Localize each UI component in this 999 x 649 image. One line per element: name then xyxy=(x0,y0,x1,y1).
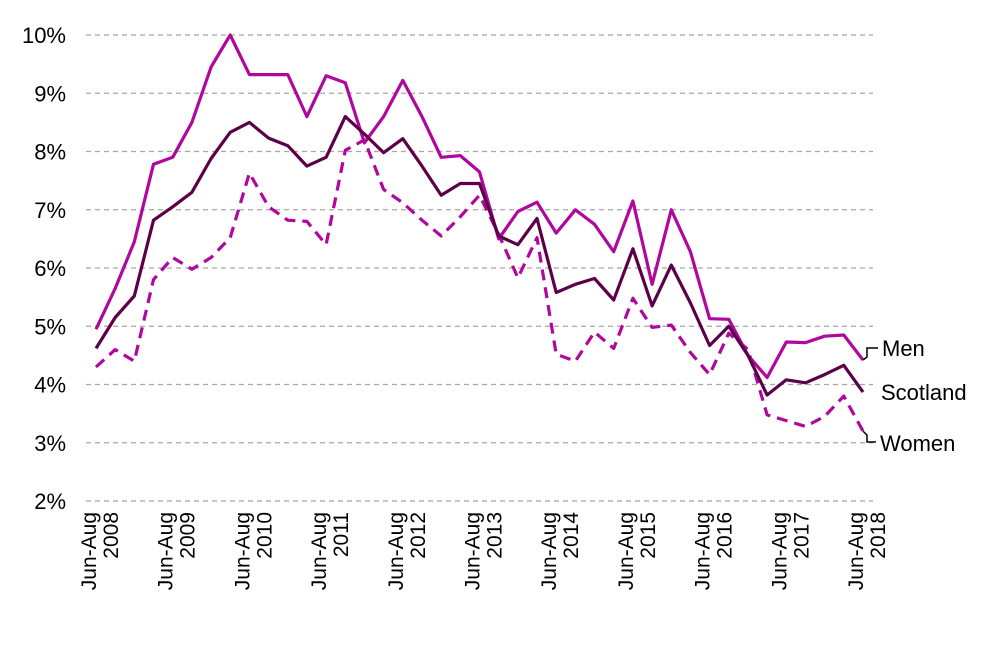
scotland-label: Scotland xyxy=(881,380,967,405)
x-tick-label-period: Jun-Aug xyxy=(462,512,485,590)
x-tick-label-period: Jun-Aug xyxy=(845,512,868,590)
y-tick-label: 8% xyxy=(34,140,66,165)
x-tick-label-year: 2015 xyxy=(637,512,660,559)
x-tick-label: Jun-Aug 2014 xyxy=(538,512,583,591)
x-tick-label: Jun-Aug 2010 xyxy=(231,512,276,590)
men-leader-line xyxy=(862,347,878,361)
y-axis: 2% 3% 4% 5% 6% 7% 8% 9% 10% xyxy=(22,23,66,514)
women-series-line xyxy=(94,138,865,432)
x-tick-label-period: Jun-Aug xyxy=(615,512,638,590)
x-tick-label: Jun-Aug 2017 xyxy=(768,512,813,590)
x-tick-label-period: Jun-Aug xyxy=(692,512,715,590)
x-tick-label-year: 2018 xyxy=(867,512,890,559)
series-lines xyxy=(94,33,865,432)
women-leader-line xyxy=(862,430,876,443)
x-axis: Jun-Aug 2008 Jun-Aug 2009 Jun-Aug 2010 Jun-Aug… xyxy=(78,512,890,591)
series-labels: Men Scotland Women xyxy=(862,336,967,456)
y-tick-label: 4% xyxy=(34,373,66,398)
x-tick-label: Jun-Aug 2011 xyxy=(308,512,353,590)
x-tick-label-period: Jun-Aug xyxy=(308,512,331,590)
x-tick-label: Jun-Aug 2009 xyxy=(155,512,200,590)
x-tick-label-year: 2010 xyxy=(253,512,276,559)
y-tick-label: 5% xyxy=(34,314,66,339)
x-tick-label-year: 2014 xyxy=(560,512,583,559)
x-tick-label-year: 2012 xyxy=(407,512,430,559)
x-tick-label: Jun-Aug 2018 xyxy=(845,512,890,590)
gridlines xyxy=(86,34,873,502)
y-tick-label: 9% xyxy=(34,81,66,106)
x-tick-label-period: Jun-Aug xyxy=(768,512,791,590)
x-tick-label-year: 2017 xyxy=(790,512,813,559)
x-tick-label-period: Jun-Aug xyxy=(78,512,101,590)
x-tick-label-year: 2016 xyxy=(714,512,737,559)
y-tick-label: 10% xyxy=(22,23,66,48)
x-tick-label-period: Jun-Aug xyxy=(385,512,408,590)
x-tick-label: Jun-Aug 2012 xyxy=(385,512,430,590)
y-tick-label: 2% xyxy=(34,489,66,514)
x-tick-label-period: Jun-Aug xyxy=(231,512,254,590)
y-tick-label: 3% xyxy=(34,431,66,456)
men-series-line xyxy=(94,33,865,380)
x-tick-label: Jun-Aug 2013 xyxy=(462,512,507,590)
x-tick-label-period: Jun-Aug xyxy=(538,512,561,590)
x-tick-label-year: 2009 xyxy=(177,512,200,559)
women-label: Women xyxy=(880,431,955,456)
men-label: Men xyxy=(882,336,925,361)
scotland-series-line xyxy=(94,115,865,397)
x-tick-label-year: 2011 xyxy=(330,512,353,557)
x-tick-label: Jun-Aug 2015 xyxy=(615,512,660,590)
x-tick-label: Jun-Aug 2016 xyxy=(692,512,737,590)
x-tick-label-year: 2008 xyxy=(100,512,123,559)
x-tick-label: Jun-Aug 2008 xyxy=(78,512,123,590)
y-tick-label: 6% xyxy=(34,256,66,281)
y-tick-label: 7% xyxy=(34,198,66,223)
x-tick-label-year: 2013 xyxy=(484,512,507,559)
x-tick-label-period: Jun-Aug xyxy=(155,512,178,590)
